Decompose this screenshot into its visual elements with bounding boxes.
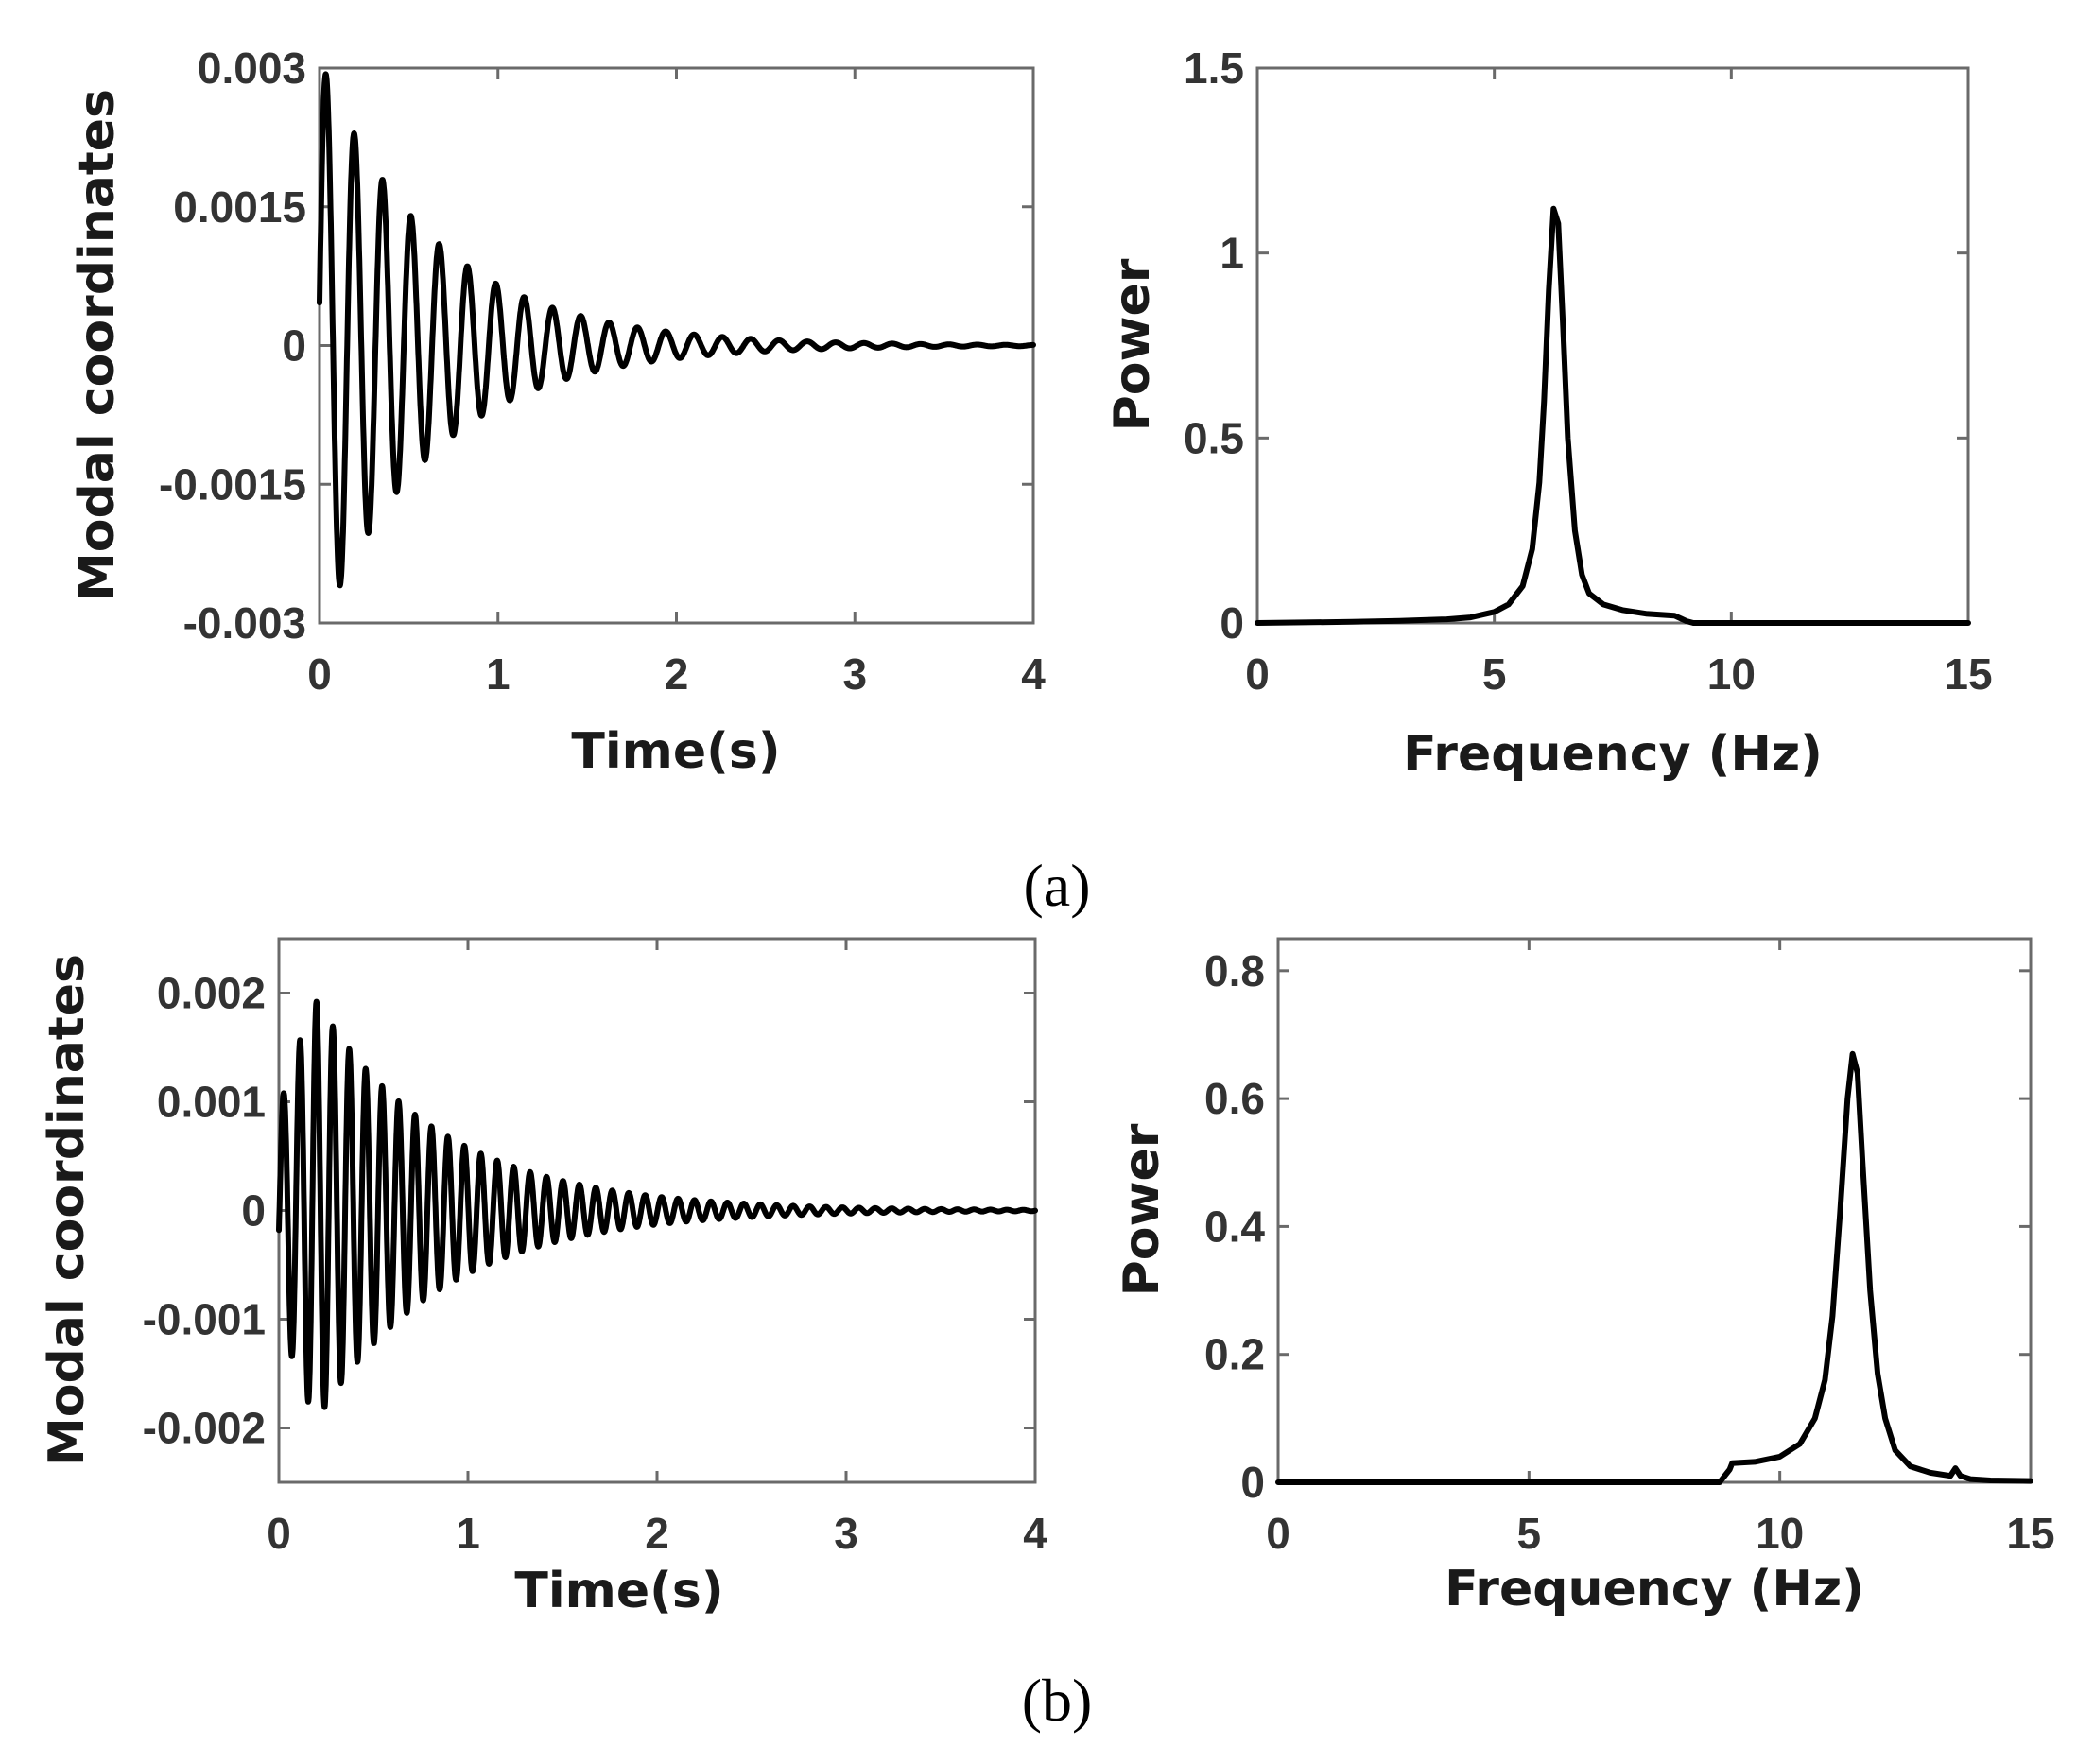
y-tick-label: 0.2: [1204, 1330, 1265, 1379]
x-axis-label: Frequency (Hz): [1445, 1561, 1864, 1617]
y-axis-label: Power: [1104, 258, 1161, 431]
x-ticks: 0 1 2 3 4: [267, 939, 1047, 1558]
y-tick-label: 0: [241, 1186, 266, 1236]
y-tick-label: 0.001: [157, 1078, 266, 1127]
x-ticks: 0 5 10 15: [1245, 68, 1993, 699]
x-tick-label: 5: [1517, 1509, 1542, 1558]
x-tick-label: 0: [267, 1509, 291, 1558]
series-line: [1275, 1050, 2033, 1485]
y-axis-label: Modal coordinates: [69, 89, 126, 601]
x-tick-label: 4: [1021, 649, 1046, 699]
y-ticks: 1.5 1 0.5 0: [1184, 43, 1968, 648]
x-tick-label: 10: [1707, 649, 1756, 699]
y-tick-label: 1.5: [1184, 43, 1244, 93]
x-tick-label: 3: [834, 1509, 858, 1558]
y-tick-label: 0: [1220, 598, 1244, 648]
x-tick-label: 4: [1023, 1509, 1047, 1558]
y-ticks: 0.003 0.0015 0 -0.0015 -0.003: [159, 43, 1033, 648]
y-tick-label: 0.003: [198, 43, 306, 93]
x-tick-label: 1: [486, 649, 511, 699]
panel-label-b: (b): [1022, 1667, 1093, 1734]
x-ticks: 0 5 10 15: [1266, 939, 2055, 1558]
y-tick-label: -0.001: [143, 1295, 266, 1344]
y-axis-label: Modal coordinates: [39, 954, 95, 1466]
x-tick-label: 1: [456, 1509, 480, 1558]
x-ticks: 0 1 2 3 4: [307, 68, 1046, 699]
plot-frame: [1276, 937, 2033, 1484]
y-tick-label: -0.0015: [159, 459, 306, 509]
x-tick-label: 5: [1482, 649, 1507, 699]
chart-b-power-spectrum: 0.8 0.6 0.4 0.2 0 0 5 10 15 Frequency (Hz) Powe…: [1114, 937, 2055, 1617]
y-tick-label: -0.002: [143, 1404, 266, 1453]
series-line: [1255, 205, 1971, 626]
x-tick-label: 2: [645, 1509, 669, 1558]
y-tick-label: -0.003: [183, 598, 306, 648]
series-line: [276, 998, 1038, 1410]
chart-b-time-response: 0.002 0.001 0 -0.001 -0.002 0 1 2 3 4 Time(s) Mo…: [39, 937, 1047, 1619]
x-axis-label: Time(s): [571, 723, 780, 780]
y-tick-label: 0.8: [1204, 946, 1265, 995]
x-tick-label: 0: [307, 649, 332, 699]
x-tick-label: 0: [1266, 1509, 1290, 1558]
y-ticks: 0.8 0.6 0.4 0.2 0: [1204, 946, 2031, 1507]
y-tick-label: 0: [282, 321, 306, 371]
series-line: [317, 71, 1036, 589]
x-tick-label: 3: [842, 649, 867, 699]
x-tick-label: 10: [1756, 1509, 1804, 1558]
y-tick-label: 0: [1240, 1458, 1265, 1507]
x-axis-label: Time(s): [514, 1563, 723, 1619]
x-tick-label: 15: [1944, 649, 1992, 699]
plot-frame: [1255, 66, 1970, 625]
y-ticks: 0.002 0.001 0 -0.001 -0.002: [143, 969, 1035, 1453]
panel-label-a: (a): [1023, 852, 1090, 919]
x-tick-label: 15: [2006, 1509, 2054, 1558]
y-tick-label: 0.6: [1204, 1074, 1265, 1123]
y-tick-label: 0.5: [1184, 413, 1244, 462]
x-axis-label: Frequency (Hz): [1403, 726, 1823, 783]
y-axis-label: Power: [1114, 1123, 1170, 1296]
x-tick-label: 2: [665, 649, 689, 699]
x-tick-label: 0: [1245, 649, 1270, 699]
y-tick-label: 0.002: [157, 969, 266, 1018]
y-tick-label: 0.0015: [173, 182, 306, 232]
y-tick-label: 1: [1220, 229, 1244, 278]
chart-a-power-spectrum: 1.5 1 0.5 0 0 5 10 15 Frequency (Hz) Power: [1104, 43, 1993, 783]
y-tick-label: 0.4: [1204, 1202, 1265, 1251]
